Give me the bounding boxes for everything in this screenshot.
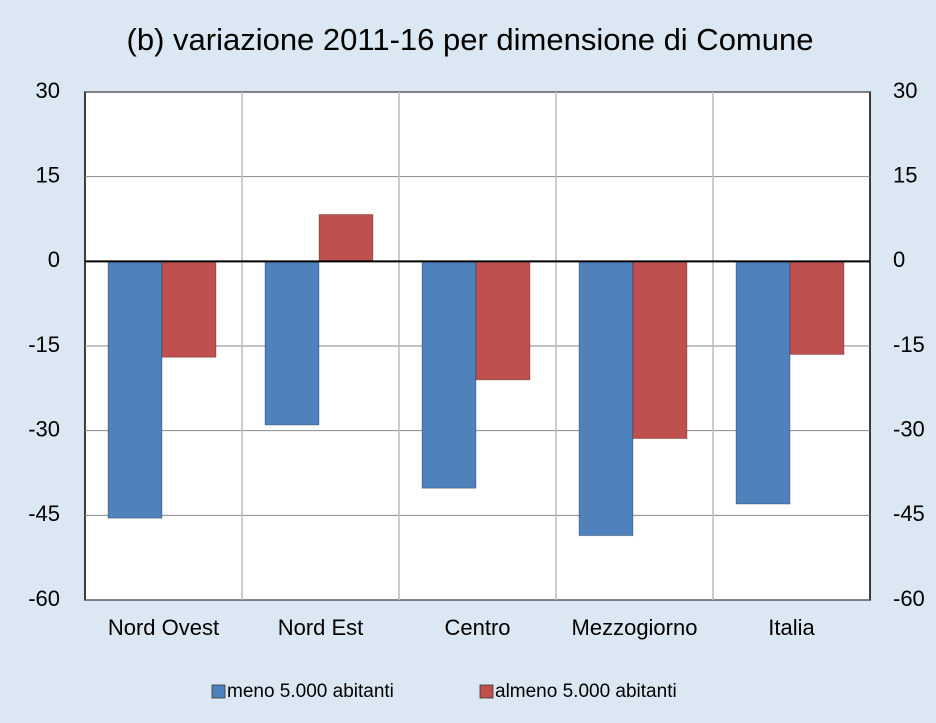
y-tick-label: 0 [48, 247, 60, 272]
y-tick-label: -15 [28, 332, 60, 357]
bar [318, 213, 374, 262]
y-tick-label: -60 [28, 586, 60, 611]
chart-title: (b) variazione 2011-16 per dimensione di… [127, 22, 814, 57]
bar [578, 260, 634, 537]
y-tick-label: -30 [28, 416, 60, 441]
legend-swatch [211, 684, 226, 699]
legend-swatch [479, 684, 494, 699]
y2-tick-label: -60 [893, 586, 925, 611]
bar [735, 260, 791, 505]
bar [107, 260, 163, 519]
y2-tick-label: 15 [893, 162, 917, 187]
y2-tick-label: 30 [893, 78, 917, 103]
bar [475, 260, 531, 381]
y-tick-label: 15 [36, 162, 60, 187]
x-tick-label: Mezzogiorno [572, 615, 698, 640]
bar [789, 260, 845, 355]
bar [632, 260, 688, 440]
bar [421, 260, 477, 489]
y-tick-label: -45 [28, 501, 60, 526]
y-tick-label: 30 [36, 78, 60, 103]
legend-label: almeno 5.000 abitanti [495, 681, 677, 702]
x-tick-label: Centro [444, 615, 510, 640]
x-tick-label: Nord Est [278, 615, 364, 640]
x-tick-label: Italia [768, 615, 815, 640]
x-tick-label: Nord Ovest [108, 615, 219, 640]
legend-label: meno 5.000 abitanti [227, 681, 394, 702]
y2-tick-label: 0 [893, 247, 905, 272]
y2-tick-label: -15 [893, 332, 925, 357]
bar [161, 260, 217, 358]
y2-tick-label: -45 [893, 501, 925, 526]
bar [264, 260, 320, 426]
y2-tick-label: -30 [893, 416, 925, 441]
